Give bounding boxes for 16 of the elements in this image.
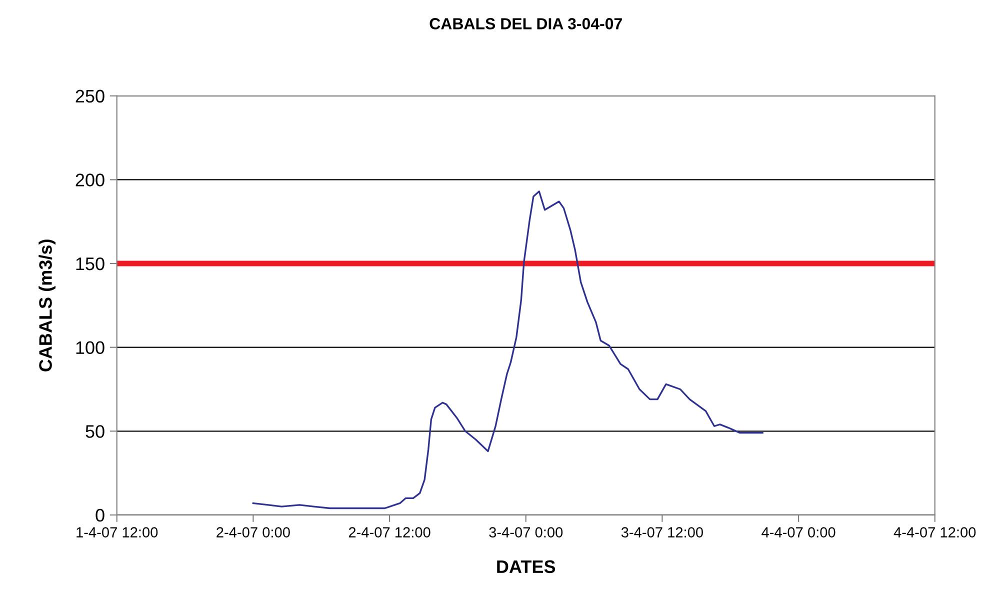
- x-tick-label: 3-4-07 12:00: [621, 527, 703, 538]
- x-axis-title: DATES: [497, 560, 556, 574]
- chart-title: CABALS DEL DIA 3-04-07: [430, 18, 622, 30]
- y-tick-label: 150: [76, 257, 104, 270]
- y-tick-label: 200: [76, 174, 104, 186]
- x-tick-label: 3-4-07 0:00: [489, 527, 563, 538]
- x-tick-label: 2-4-07 0:00: [216, 527, 290, 538]
- y-tick-label: 250: [76, 90, 104, 103]
- x-tick-label: 1-4-07 12:00: [76, 527, 158, 538]
- x-tick-label: 2-4-07 12:00: [348, 527, 430, 538]
- y-tick-label: 100: [76, 341, 104, 354]
- y-tick-label: 0: [96, 508, 104, 522]
- x-tick-label: 4-4-07 12:00: [894, 527, 976, 538]
- y-axis-title: CABALS (m3/s): [38, 240, 56, 372]
- y-tick-label: 50: [86, 425, 104, 438]
- x-tick-label: 4-4-07 0:00: [762, 527, 836, 538]
